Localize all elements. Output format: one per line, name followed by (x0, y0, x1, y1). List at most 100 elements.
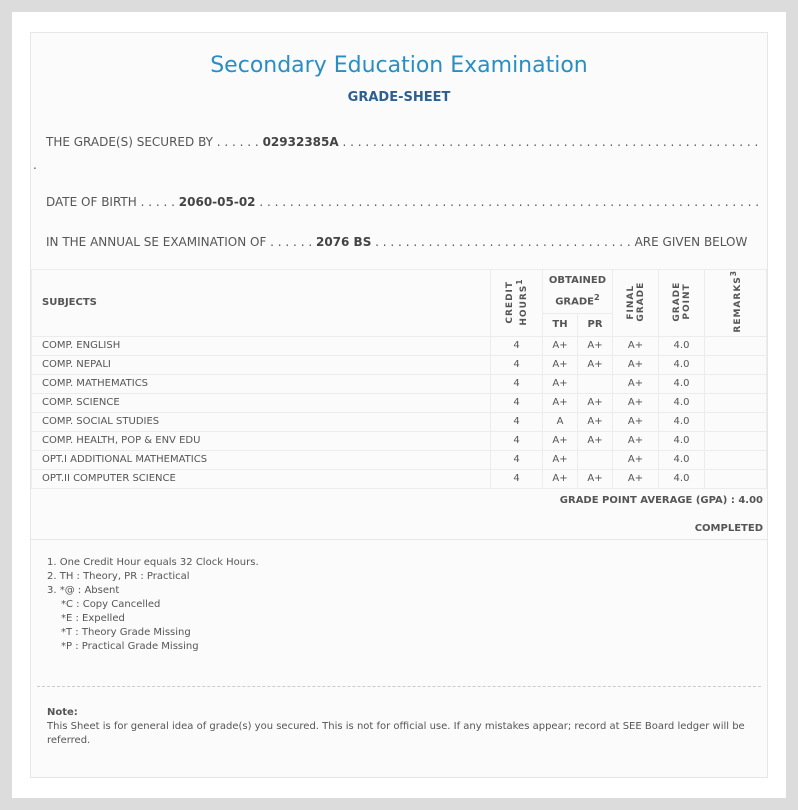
footnote: 1. One Credit Hour equals 32 Clock Hours… (47, 557, 259, 568)
cell-subject: COMP. SOCIAL STUDIES (31, 411, 491, 432)
cell-th: A (542, 411, 578, 432)
cell-remarks (704, 392, 767, 413)
secured-by-line: THE GRADE(S) SECURED BY . . . . . . 0293… (46, 135, 761, 149)
exam-tail: ARE GIVEN BELOW (634, 235, 748, 249)
cell-point: 4.0 (658, 449, 705, 470)
header-th: TH (542, 312, 578, 337)
cell-subject: OPT.I ADDITIONAL MATHEMATICS (31, 449, 491, 470)
exam-line: IN THE ANNUAL SE EXAMINATION OF . . . . … (46, 235, 761, 249)
grades-table: SUBJECTS CREDIT HOURS1 OBTAINED GRADE2 F… (31, 269, 767, 489)
cell-pr: A+ (577, 335, 613, 356)
cell-th: A+ (542, 373, 578, 394)
cell-remarks (704, 335, 767, 356)
cell-final: A+ (612, 449, 659, 470)
cell-pr: A+ (577, 430, 613, 451)
cell-point: 4.0 (658, 392, 705, 413)
dob-label: DATE OF BIRTH . . . . . (46, 195, 175, 209)
cell-th: A+ (542, 468, 578, 489)
header-final-grade: FINAL GRADE (612, 269, 659, 337)
table-row: OPT.II COMPUTER SCIENCE 4 A+ A+ A+ 4.0 (31, 468, 767, 489)
table-row: COMP. ENGLISH 4 A+ A+ A+ 4.0 (31, 335, 767, 356)
cell-credit: 4 (490, 449, 543, 470)
result-status: COMPLETED (694, 523, 763, 534)
cell-credit: 4 (490, 411, 543, 432)
header-grade-point: GRADE POINT (658, 269, 705, 337)
dob-value: 2060-05-02 (178, 195, 256, 209)
footnote: *T : Theory Grade Missing (61, 627, 191, 638)
cell-pr: A+ (577, 354, 613, 375)
secured-label: THE GRADE(S) SECURED BY . . . . . . (46, 135, 259, 149)
footnote: *C : Copy Cancelled (61, 599, 161, 610)
cell-final: A+ (612, 411, 659, 432)
cell-pr (577, 373, 613, 394)
cell-point: 4.0 (658, 373, 705, 394)
cell-remarks (704, 411, 767, 432)
divider (37, 686, 761, 687)
gpa: GRADE POINT AVERAGE (GPA) : 4.00 (559, 495, 763, 506)
cell-pr: A+ (577, 468, 613, 489)
cell-th: A+ (542, 392, 578, 413)
table-row: COMP. NEPALI 4 A+ A+ A+ 4.0 (31, 354, 767, 375)
cell-credit: 4 (490, 468, 543, 489)
cell-remarks (704, 430, 767, 451)
exam-year: 2076 BS (315, 235, 372, 249)
cell-subject: COMP. MATHEMATICS (31, 373, 491, 394)
cell-final: A+ (612, 392, 659, 413)
note-text: This Sheet is for general idea of grade(… (47, 721, 745, 746)
table-row: COMP. SOCIAL STUDIES 4 A A+ A+ 4.0 (31, 411, 767, 432)
dots: . . . . . . . . . . . . . . . . . . . . … (342, 135, 762, 149)
cell-subject: COMP. HEALTH, POP & ENV EDU (31, 430, 491, 451)
page-title: Secondary Education Examination (210, 53, 588, 78)
cell-pr (577, 449, 613, 470)
cell-final: A+ (612, 373, 659, 394)
dots: . . . . . . . . . . . . . . . . . . . . … (259, 195, 761, 209)
header-remarks: REMARKS3 (704, 269, 767, 337)
cell-point: 4.0 (658, 335, 705, 356)
note: Note: This Sheet is for general idea of … (47, 706, 747, 748)
cell-final: A+ (612, 468, 659, 489)
cell-point: 4.0 (658, 411, 705, 432)
cell-final: A+ (612, 335, 659, 356)
cell-point: 4.0 (658, 468, 705, 489)
exam-label: IN THE ANNUAL SE EXAMINATION OF . . . . … (46, 235, 313, 249)
cell-point: 4.0 (658, 354, 705, 375)
cell-remarks (704, 373, 767, 394)
footnote: 3. *@ : Absent (47, 585, 120, 596)
table-row: COMP. HEALTH, POP & ENV EDU 4 A+ A+ A+ 4.0 (31, 430, 767, 451)
cell-final: A+ (612, 354, 659, 375)
dob-line: DATE OF BIRTH . . . . . 2060-05-02 . . .… (46, 195, 761, 209)
header-pr: PR (577, 312, 613, 337)
footnote: *P : Practical Grade Missing (61, 641, 199, 652)
page-subtitle: GRADE-SHEET (347, 90, 451, 105)
table-row: OPT.I ADDITIONAL MATHEMATICS 4 A+ A+ 4.0 (31, 449, 767, 470)
cell-th: A+ (542, 354, 578, 375)
header-obtained-grade: OBTAINED GRADE2 (542, 269, 613, 314)
cell-subject: OPT.II COMPUTER SCIENCE (31, 468, 491, 489)
footnote: *E : Expelled (61, 613, 125, 624)
cell-th: A+ (542, 335, 578, 356)
stray-dot: . (33, 158, 37, 172)
cell-pr: A+ (577, 411, 613, 432)
footnotes-section: 1. One Credit Hour equals 32 Clock Hours… (31, 539, 767, 778)
cell-credit: 4 (490, 373, 543, 394)
cell-th: A+ (542, 449, 578, 470)
cell-remarks (704, 354, 767, 375)
cell-pr: A+ (577, 392, 613, 413)
header-subjects: SUBJECTS (31, 269, 491, 337)
table-row: COMP. SCIENCE 4 A+ A+ A+ 4.0 (31, 392, 767, 413)
cell-credit: 4 (490, 392, 543, 413)
cell-th: A+ (542, 430, 578, 451)
cell-remarks (704, 468, 767, 489)
footnote: 2. TH : Theory, PR : Practical (47, 571, 190, 582)
footnotes: 1. One Credit Hour equals 32 Clock Hours… (47, 556, 259, 654)
cell-credit: 4 (490, 354, 543, 375)
cell-credit: 4 (490, 335, 543, 356)
header-credit-hours: CREDIT HOURS1 (490, 269, 543, 337)
cell-subject: COMP. ENGLISH (31, 335, 491, 356)
cell-credit: 4 (490, 430, 543, 451)
grade-sheet: Secondary Education Examination GRADE-SH… (30, 32, 768, 778)
cell-point: 4.0 (658, 430, 705, 451)
cell-remarks (704, 449, 767, 470)
dots: . . . . . . . . . . . . . . . . . . . . … (375, 235, 631, 249)
cell-final: A+ (612, 430, 659, 451)
